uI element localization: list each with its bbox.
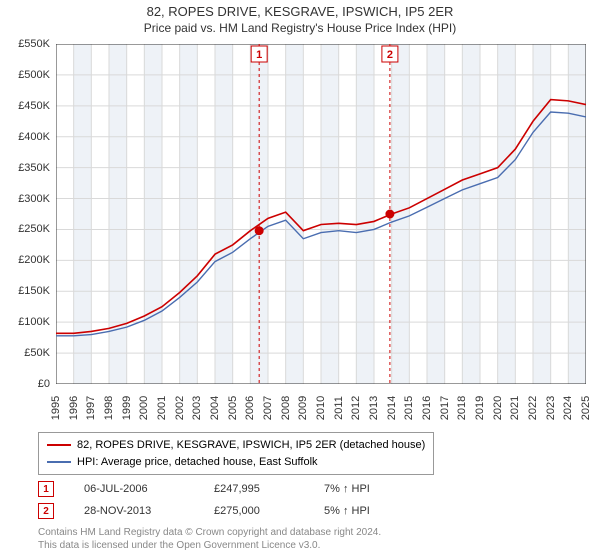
sale-date: 28-NOV-2013 xyxy=(84,505,184,517)
sale-price: £247,995 xyxy=(214,483,294,495)
x-tick-label: 2006 xyxy=(244,396,256,420)
x-tick-label: 2019 xyxy=(474,396,486,420)
x-tick-label: 1995 xyxy=(50,396,62,420)
x-tick-label: 2009 xyxy=(297,396,309,420)
x-tick-label: 2015 xyxy=(403,396,415,420)
chart-area: 12 £0£50K£100K£150K£200K£250K£300K£350K£… xyxy=(56,44,586,404)
x-tick-label: 2012 xyxy=(350,396,362,420)
sale-row: 2 28-NOV-2013 £275,000 5% ↑ HPI xyxy=(38,500,370,522)
legend-label: 82, ROPES DRIVE, KESGRAVE, IPSWICH, IP5 … xyxy=(77,437,425,454)
chart-container: 82, ROPES DRIVE, KESGRAVE, IPSWICH, IP5 … xyxy=(0,0,600,560)
sale-badge: 2 xyxy=(38,503,54,519)
footer-line1: Contains HM Land Registry data © Crown c… xyxy=(38,526,381,539)
x-tick-label: 2003 xyxy=(191,396,203,420)
x-tick-label: 1999 xyxy=(121,396,133,420)
x-tick-label: 2016 xyxy=(421,396,433,420)
x-tick-label: 1996 xyxy=(68,396,80,420)
chart-subtitle: Price paid vs. HM Land Registry's House … xyxy=(0,21,600,37)
x-tick-label: 2007 xyxy=(262,396,274,420)
y-tick-label: £50K xyxy=(24,347,50,359)
y-tick-label: £450K xyxy=(18,100,50,112)
y-tick-label: £200K xyxy=(18,254,50,266)
legend: 82, ROPES DRIVE, KESGRAVE, IPSWICH, IP5 … xyxy=(38,432,434,475)
y-tick-label: £250K xyxy=(18,223,50,235)
x-tick-label: 2008 xyxy=(280,396,292,420)
x-tick-label: 2001 xyxy=(156,396,168,420)
footer-line2: This data is licensed under the Open Gov… xyxy=(38,539,381,552)
x-tick-label: 2013 xyxy=(368,396,380,420)
x-tick-label: 2010 xyxy=(315,396,327,420)
x-tick-label: 2022 xyxy=(527,396,539,420)
y-tick-label: £100K xyxy=(18,316,50,328)
y-tick-label: £500K xyxy=(18,69,50,81)
sale-date: 06-JUL-2006 xyxy=(84,483,184,495)
x-tick-label: 2021 xyxy=(509,396,521,420)
y-tick-label: £300K xyxy=(18,193,50,205)
footer: Contains HM Land Registry data © Crown c… xyxy=(38,526,381,552)
sale-delta: 5% ↑ HPI xyxy=(324,505,370,517)
svg-text:1: 1 xyxy=(256,49,262,61)
legend-row: 82, ROPES DRIVE, KESGRAVE, IPSWICH, IP5 … xyxy=(47,437,425,454)
y-tick-label: £550K xyxy=(18,38,50,50)
sale-price: £275,000 xyxy=(214,505,294,517)
x-tick-label: 2023 xyxy=(545,396,557,420)
x-tick-label: 2014 xyxy=(386,396,398,420)
x-tick-label: 2000 xyxy=(138,396,150,420)
chart-svg: 12 xyxy=(56,44,586,384)
x-tick-label: 2011 xyxy=(333,396,345,420)
x-tick-label: 2025 xyxy=(580,396,592,420)
x-tick-label: 2002 xyxy=(174,396,186,420)
y-tick-label: £150K xyxy=(18,285,50,297)
chart-title: 82, ROPES DRIVE, KESGRAVE, IPSWICH, IP5 … xyxy=(0,0,600,21)
y-tick-label: £400K xyxy=(18,131,50,143)
x-tick-label: 2017 xyxy=(439,396,451,420)
legend-swatch xyxy=(47,461,71,463)
x-tick-label: 2018 xyxy=(456,396,468,420)
x-tick-label: 1997 xyxy=(85,396,97,420)
legend-swatch xyxy=(47,444,71,446)
x-tick-label: 1998 xyxy=(103,396,115,420)
sale-badge: 1 xyxy=(38,481,54,497)
x-tick-label: 2005 xyxy=(227,396,239,420)
x-tick-label: 2020 xyxy=(492,396,504,420)
x-tick-label: 2004 xyxy=(209,396,221,420)
y-tick-label: £350K xyxy=(18,162,50,174)
legend-row: HPI: Average price, detached house, East… xyxy=(47,454,425,471)
sale-delta: 7% ↑ HPI xyxy=(324,483,370,495)
sale-row: 1 06-JUL-2006 £247,995 7% ↑ HPI xyxy=(38,478,370,500)
svg-text:2: 2 xyxy=(387,49,393,61)
sales-table: 1 06-JUL-2006 £247,995 7% ↑ HPI 2 28-NOV-2013… xyxy=(38,478,370,522)
x-tick-label: 2024 xyxy=(562,396,574,420)
y-tick-label: £0 xyxy=(38,378,50,390)
legend-label: HPI: Average price, detached house, East… xyxy=(77,454,318,471)
